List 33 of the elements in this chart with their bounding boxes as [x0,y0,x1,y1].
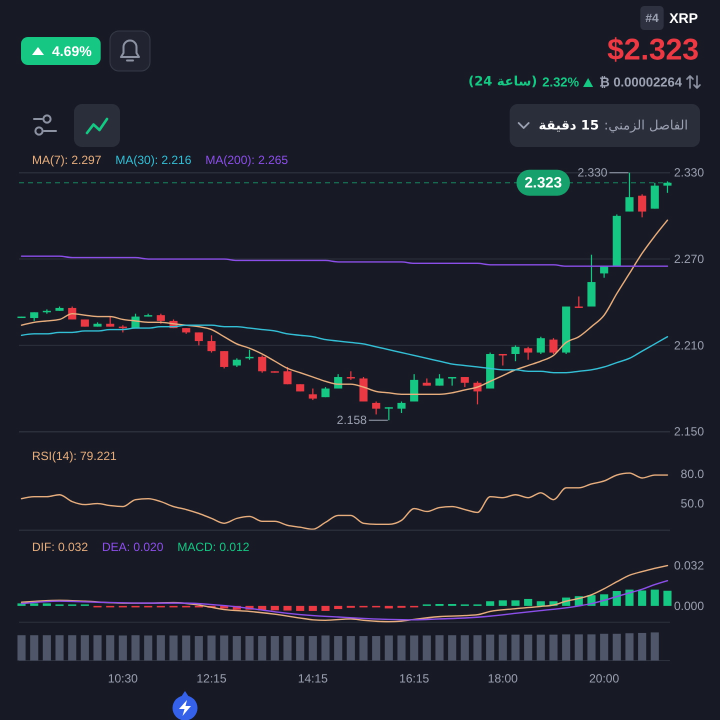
y-tick-label: 0.032 [674,558,704,573]
text: MA(7): 2.297 [32,153,102,167]
y-tick-label: 80.0 [680,467,704,482]
ref-line-label: 2.323 [524,174,562,192]
y-tick-label: 2.150 [674,424,704,439]
x-tick-label: 12:15 [196,672,227,686]
text: DEA: 0.020 [102,540,164,554]
text: ₿ 0.00002264 [599,74,683,90]
y-tick-label: 50.0 [680,496,704,511]
text: 2.32% [542,74,580,90]
text: 4.69% [52,43,92,59]
y-tick-label: 2.210 [674,338,704,352]
y-tick-label: 2.330 [674,166,704,180]
text: MA(200): 2.265 [205,153,288,167]
y-tick-label: 2.270 [674,252,704,266]
x-tick-label: 20:00 [589,672,620,686]
text: RSI(14): 79.221 [32,449,118,463]
annotation: 2.158 [336,413,368,428]
text: (24 ساعة) [468,74,538,90]
annotation: 2.330 [577,166,608,180]
text: MA(30): 2.216 [115,153,192,167]
text: MACD: 0.012 [177,540,250,554]
chart-title: XRP [669,10,698,26]
text: الفاصل الزمني: [604,118,688,134]
x-tick-label: 16:15 [399,672,430,686]
text: 15 دقيقة [538,118,600,134]
text: DIF: 0.032 [32,540,88,554]
text: #4 [645,11,659,25]
x-tick-label: 10:30 [108,672,138,686]
chart-subtitle: $2.323 [607,34,699,66]
x-tick-label: 14:15 [298,672,328,686]
x-tick-label: 18:00 [488,672,518,686]
y-tick-label: 0.000 [674,598,704,613]
